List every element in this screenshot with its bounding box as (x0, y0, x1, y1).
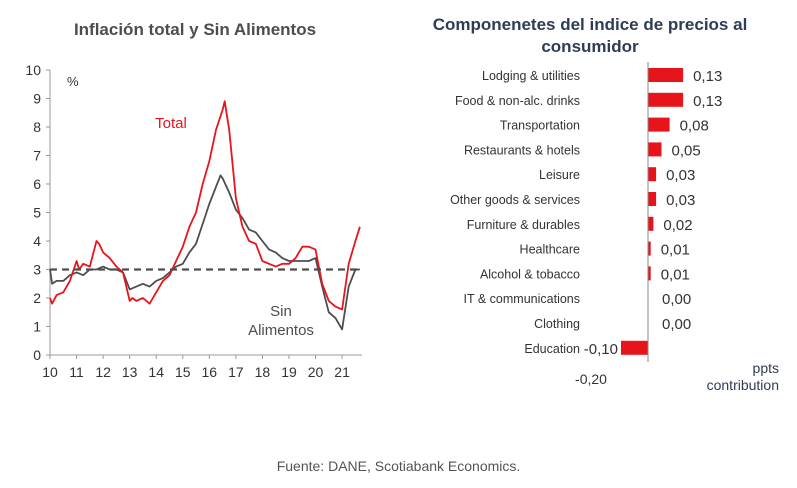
x-tick-label: 14 (148, 364, 164, 380)
x-tick-label: 16 (202, 364, 218, 380)
value-label: 0,00 (662, 316, 691, 333)
x-tick-label: 17 (228, 364, 244, 380)
value-label: 0,02 (663, 217, 692, 234)
y-tick-label: 8 (33, 119, 41, 135)
x-tick-label: 20 (308, 364, 324, 380)
category-label: Other goods & services (450, 193, 580, 207)
category-label: Leisure (539, 168, 580, 182)
value-label: 0,01 (661, 266, 690, 283)
value-label: 0,08 (680, 118, 709, 135)
x-tick-label: 11 (69, 364, 84, 380)
x-tick-label: 21 (334, 364, 350, 380)
category-label: Clothing (534, 317, 580, 331)
bar (648, 142, 662, 157)
y-tick-label: 6 (33, 176, 41, 192)
y-tick-label: 9 (33, 91, 41, 107)
value-label: 0,13 (693, 68, 722, 85)
series-label-sin-alimentos-line2: Alimentos (248, 322, 314, 339)
x-axis-label-line1: ppts (753, 360, 779, 376)
x-tick-label: 18 (255, 364, 271, 380)
y-tick-label: 1 (33, 319, 41, 335)
value-label: 0,05 (672, 142, 701, 159)
x-tick-label: 13 (122, 364, 138, 380)
x-axis-label-line2: contribution (707, 377, 779, 393)
category-label: Transportation (500, 119, 580, 133)
category-label: Alcohol & tobacco (480, 267, 580, 281)
x-tick-label: 12 (95, 364, 111, 380)
bar (648, 68, 684, 82)
left-chart-title: Inflación total y Sin Alimentos (73, 20, 317, 39)
bar (648, 117, 670, 132)
series-line-total (49, 100, 361, 311)
category-label: Lodging & utilities (482, 69, 580, 83)
category-label: IT & communications (464, 292, 580, 306)
series-line-sin-alimentos (49, 174, 360, 331)
y-tick-label: 5 (33, 205, 41, 221)
x-tick-label: 19 (281, 364, 297, 380)
value-label: -0,10 (584, 341, 618, 358)
series-label-sin-alimentos-line1: Sin (270, 303, 292, 320)
y-tick-label: 0 (33, 347, 41, 363)
category-label: Furniture & durables (467, 218, 580, 232)
y-tick-label: 10 (25, 62, 41, 78)
value-label: 0,01 (661, 242, 690, 259)
category-label: Education (524, 342, 580, 356)
right-chart-title: Componenetes del indice de precios al co… (432, 15, 748, 56)
category-label: Healthcare (520, 243, 580, 257)
y-tick-label: 3 (33, 262, 41, 278)
bar (648, 92, 684, 107)
y-unit-label: % (67, 74, 79, 89)
x-tick-label: 10 (42, 364, 58, 380)
source-note: Fuente: DANE, Scotiabank Economics. (276, 458, 521, 474)
bar (648, 216, 654, 231)
bar (648, 167, 657, 182)
series-label-total: Total (155, 115, 187, 132)
bar (648, 266, 651, 281)
value-label: 0,13 (693, 93, 722, 110)
y-tick-label: 4 (33, 233, 41, 249)
y-tick-label: 7 (33, 148, 41, 164)
category-label: Food & non-alc. drinks (455, 94, 580, 108)
bar (648, 241, 651, 256)
value-label: 0,00 (662, 291, 691, 308)
category-label: Restaurants & hotels (464, 143, 580, 157)
bar (621, 340, 648, 355)
bar (648, 192, 657, 206)
x-tick-label: -0,20 (575, 371, 607, 387)
x-tick-label: 15 (175, 364, 191, 380)
value-label: 0,03 (666, 192, 695, 209)
y-tick-label: 2 (33, 290, 41, 306)
value-label: 0,03 (666, 167, 695, 184)
